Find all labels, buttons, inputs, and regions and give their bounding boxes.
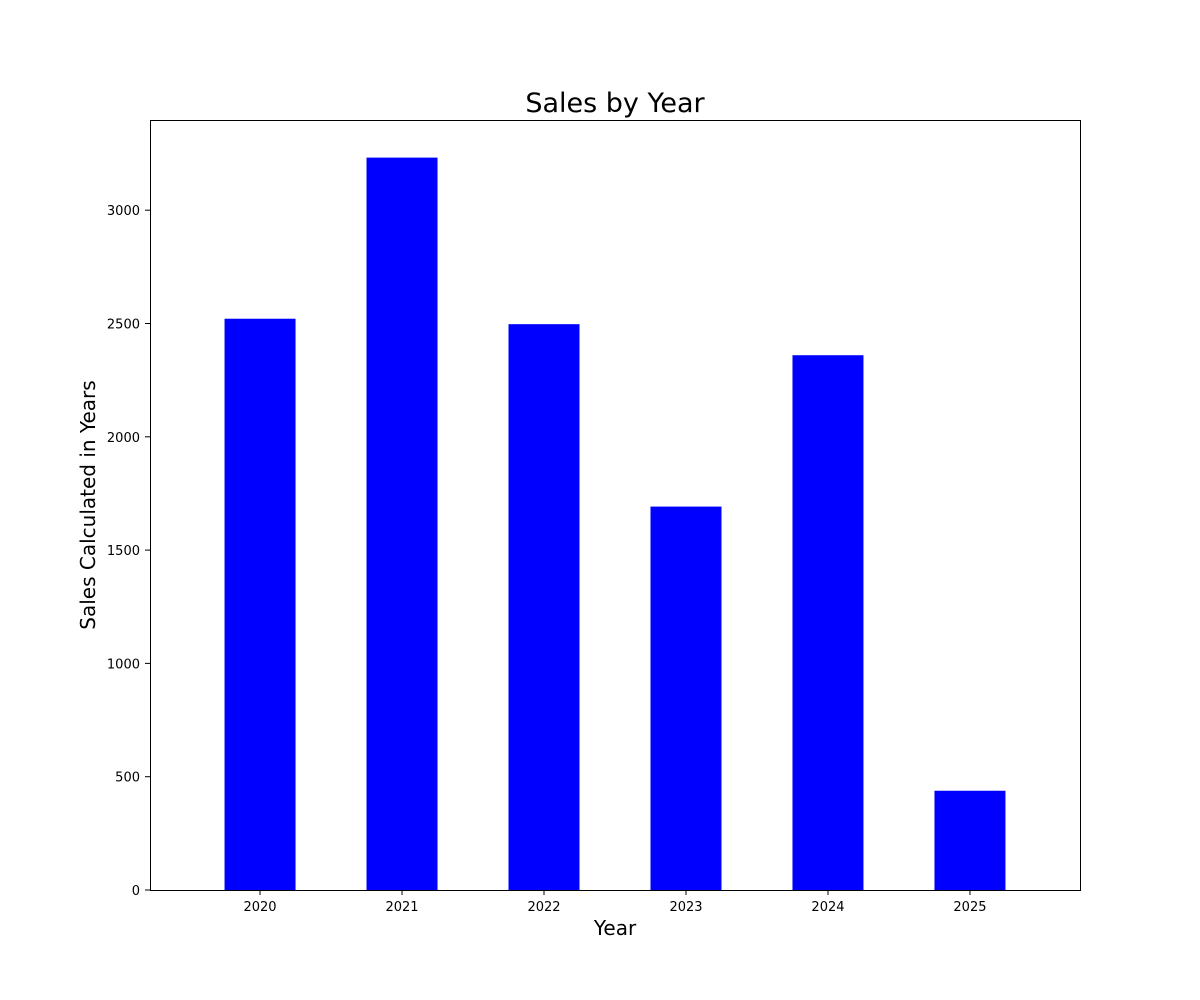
x-tick-label: 2021 — [385, 900, 418, 915]
y-tick-label: 2000 — [107, 431, 140, 446]
x-tick-label: 2023 — [669, 900, 702, 915]
x-tick-label: 2020 — [243, 900, 276, 915]
x-axis-label: Year — [593, 916, 637, 940]
y-tick-label: 1500 — [107, 544, 140, 559]
bar-2021 — [366, 157, 438, 891]
y-tick-label: 3000 — [107, 204, 140, 219]
x-tick-label: 2022 — [527, 900, 560, 915]
bar-2023 — [650, 506, 722, 890]
y-tick-label: 500 — [115, 771, 140, 786]
y-tick-label: 0 — [132, 884, 140, 899]
x-tick-label: 2024 — [811, 900, 844, 915]
y-tick-label: 1000 — [107, 657, 140, 672]
bar-2020 — [224, 318, 296, 891]
y-axis-label: Sales Calculated in Years — [76, 380, 100, 629]
bars-layer — [224, 157, 1006, 891]
bar-2022 — [508, 324, 580, 890]
y-tick-label: 2500 — [107, 317, 140, 332]
y-axis: 0 500 1000 1500 2000 2500 3000 — [107, 204, 150, 899]
x-tick-label: 2025 — [953, 900, 986, 915]
chart-title: Sales by Year — [525, 88, 705, 119]
bar-2024 — [792, 355, 864, 890]
x-axis: 2020 2021 2022 2023 2024 2025 — [243, 890, 987, 915]
plot-area-frame — [150, 120, 1081, 891]
bar-2025 — [934, 790, 1006, 890]
